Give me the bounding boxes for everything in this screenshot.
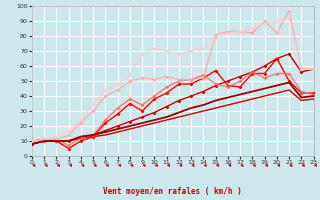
Text: Vent moyen/en rafales ( km/h ): Vent moyen/en rafales ( km/h ) <box>103 187 242 196</box>
